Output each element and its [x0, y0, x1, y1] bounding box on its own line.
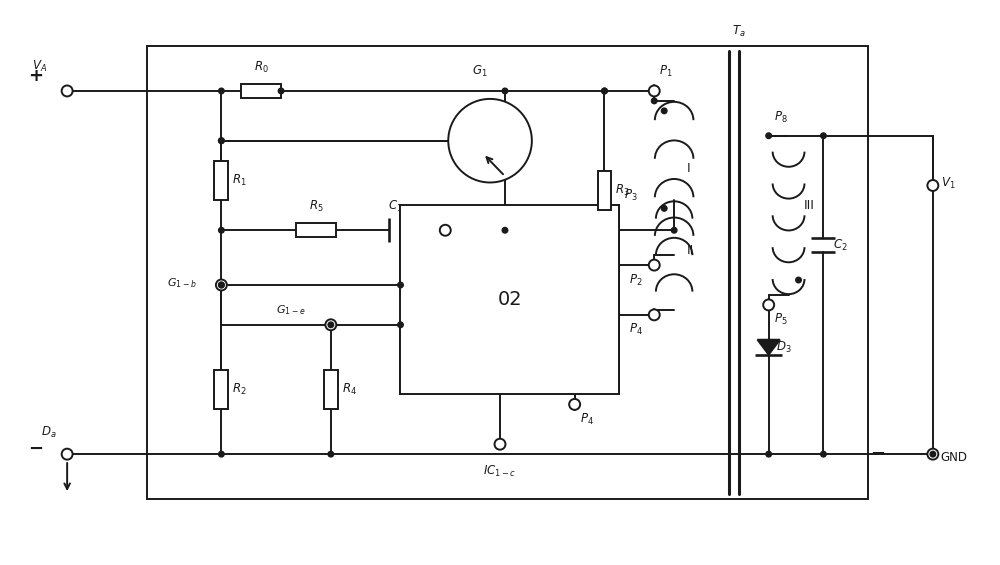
Text: $P_8$: $P_8$	[774, 110, 787, 125]
Text: −: −	[871, 445, 886, 463]
Text: $P_1$: $P_1$	[659, 63, 673, 79]
Text: $P_3$: $P_3$	[448, 208, 462, 223]
Text: $P_3$: $P_3$	[624, 188, 638, 203]
Text: $V_A$: $V_A$	[32, 59, 47, 73]
Text: $R_0$: $R_0$	[254, 60, 269, 75]
Circle shape	[796, 277, 801, 283]
Text: 02: 02	[498, 290, 522, 310]
Circle shape	[661, 206, 667, 211]
Text: III: III	[804, 199, 814, 212]
Bar	[598, 171, 611, 210]
Text: $P_4$: $P_4$	[629, 322, 643, 337]
Polygon shape	[757, 340, 780, 355]
Bar	[324, 370, 338, 410]
Bar	[147, 46, 868, 499]
Circle shape	[278, 88, 284, 94]
Circle shape	[219, 282, 224, 288]
Circle shape	[398, 282, 403, 288]
Circle shape	[651, 98, 657, 104]
Circle shape	[219, 138, 224, 144]
Circle shape	[62, 449, 73, 459]
Text: GND: GND	[941, 451, 968, 464]
Circle shape	[649, 85, 660, 97]
Circle shape	[328, 322, 334, 328]
Circle shape	[448, 99, 532, 182]
Text: $C_1$: $C_1$	[388, 199, 403, 214]
Circle shape	[763, 299, 774, 310]
Circle shape	[328, 451, 334, 457]
Circle shape	[649, 310, 660, 320]
Text: $G_1$: $G_1$	[472, 63, 488, 79]
Circle shape	[62, 85, 73, 97]
Text: $P_4$: $P_4$	[580, 412, 593, 427]
Circle shape	[766, 451, 771, 457]
Text: $R_5$: $R_5$	[309, 199, 323, 214]
Circle shape	[495, 439, 505, 450]
Text: $T_a$: $T_a$	[732, 24, 746, 39]
Circle shape	[440, 225, 451, 236]
Circle shape	[927, 449, 938, 459]
Bar	[400, 206, 619, 394]
Circle shape	[219, 228, 224, 233]
Text: +: +	[28, 67, 43, 85]
Circle shape	[216, 280, 227, 290]
Circle shape	[821, 451, 826, 457]
Circle shape	[569, 399, 580, 410]
Text: $D_3$: $D_3$	[776, 340, 791, 355]
Text: $R_4$: $R_4$	[342, 382, 357, 397]
Text: $R_2$: $R_2$	[232, 382, 247, 397]
Text: $P_2$: $P_2$	[629, 272, 643, 288]
Text: $G_{1-e}$: $G_{1-e}$	[276, 303, 306, 317]
Circle shape	[821, 133, 826, 138]
Text: $V_1$: $V_1$	[941, 176, 955, 191]
Text: $D_a$: $D_a$	[41, 425, 57, 440]
Circle shape	[219, 451, 224, 457]
Text: $IC_{1-c}$: $IC_{1-c}$	[483, 464, 517, 479]
Circle shape	[930, 451, 936, 457]
Text: −: −	[28, 440, 43, 458]
Text: $G_{1-b}$: $G_{1-b}$	[167, 276, 196, 290]
Circle shape	[671, 228, 677, 233]
Bar	[214, 370, 228, 410]
Circle shape	[927, 180, 938, 191]
Text: $C_2$: $C_2$	[833, 238, 848, 253]
Circle shape	[602, 88, 607, 94]
Text: I: I	[687, 162, 691, 175]
Circle shape	[325, 319, 336, 331]
Circle shape	[219, 282, 224, 288]
Circle shape	[502, 88, 508, 94]
Circle shape	[502, 228, 508, 233]
Bar	[241, 84, 281, 98]
Circle shape	[661, 108, 667, 114]
Text: $R_1$: $R_1$	[232, 173, 247, 188]
Text: $R_3$: $R_3$	[615, 183, 630, 198]
Circle shape	[930, 451, 936, 457]
Circle shape	[219, 88, 224, 94]
Text: $P_5$: $P_5$	[774, 312, 787, 327]
Circle shape	[766, 133, 771, 138]
Bar	[296, 223, 336, 237]
Bar	[214, 160, 228, 201]
Circle shape	[219, 138, 224, 144]
Text: II: II	[687, 244, 694, 257]
Circle shape	[602, 88, 607, 94]
Circle shape	[398, 322, 403, 328]
Circle shape	[649, 259, 660, 271]
